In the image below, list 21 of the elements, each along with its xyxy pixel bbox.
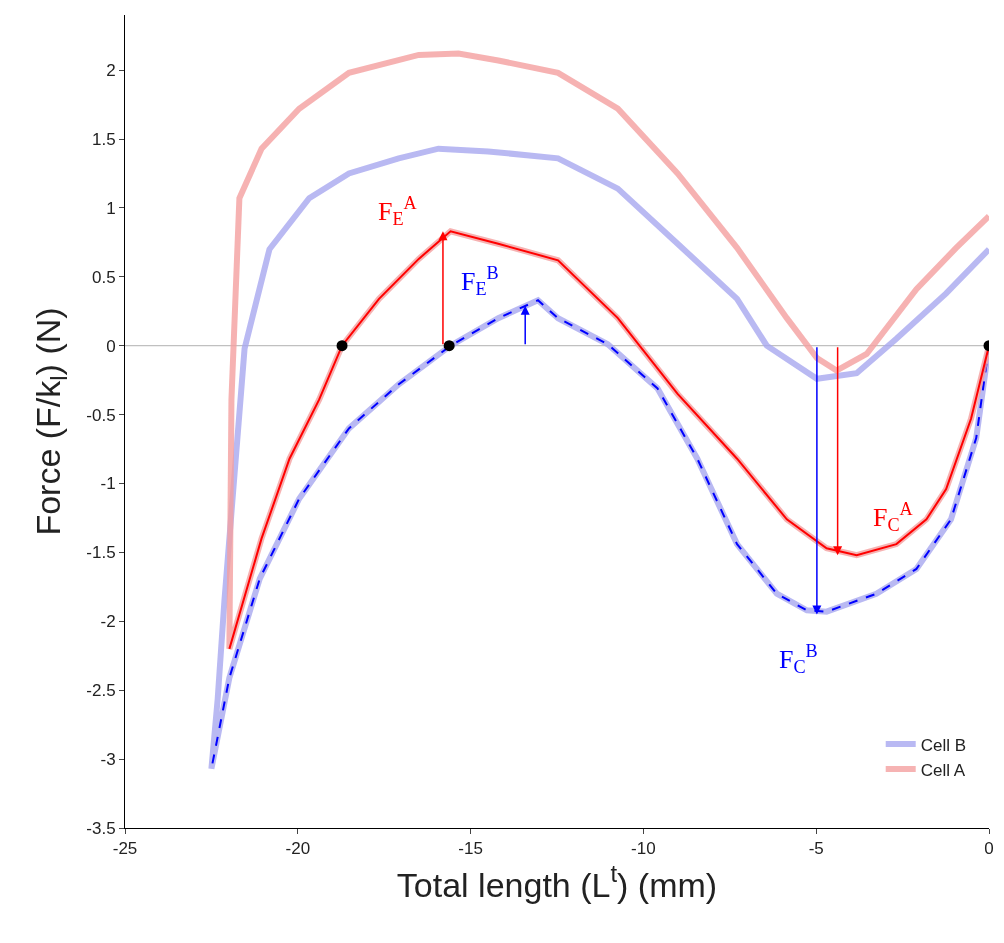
legend-label: Cell B [920,735,967,755]
y-tick-label: -3 [100,750,116,770]
x-tick-label: -25 [112,839,138,859]
y-tick-label: -2.5 [86,681,116,701]
y-tick-label: -2 [100,612,116,632]
y-tick-label: 0.5 [91,267,116,287]
x-tick-label: -15 [458,839,483,859]
y-tick-label: -0.5 [86,405,116,425]
y-tick-label: 1.5 [91,129,116,149]
legend-label: Cell A [920,760,966,780]
x-tick-label: -10 [631,839,656,859]
y-tick-label: 0 [106,336,116,356]
y-tick-label: 2 [106,61,116,81]
x-axis-title: Total length (L$^{t}$) (mm) [396,860,718,904]
y-tick-label: -1.5 [86,543,116,563]
x-tick-label: -20 [285,839,311,859]
x-tick-label: -5 [808,839,824,859]
y-tick-label: -1 [100,474,116,494]
y-tick-label: 1 [106,198,116,218]
y-tick-label: -3.5 [86,818,116,838]
x-tick-label: 0 [984,839,994,859]
